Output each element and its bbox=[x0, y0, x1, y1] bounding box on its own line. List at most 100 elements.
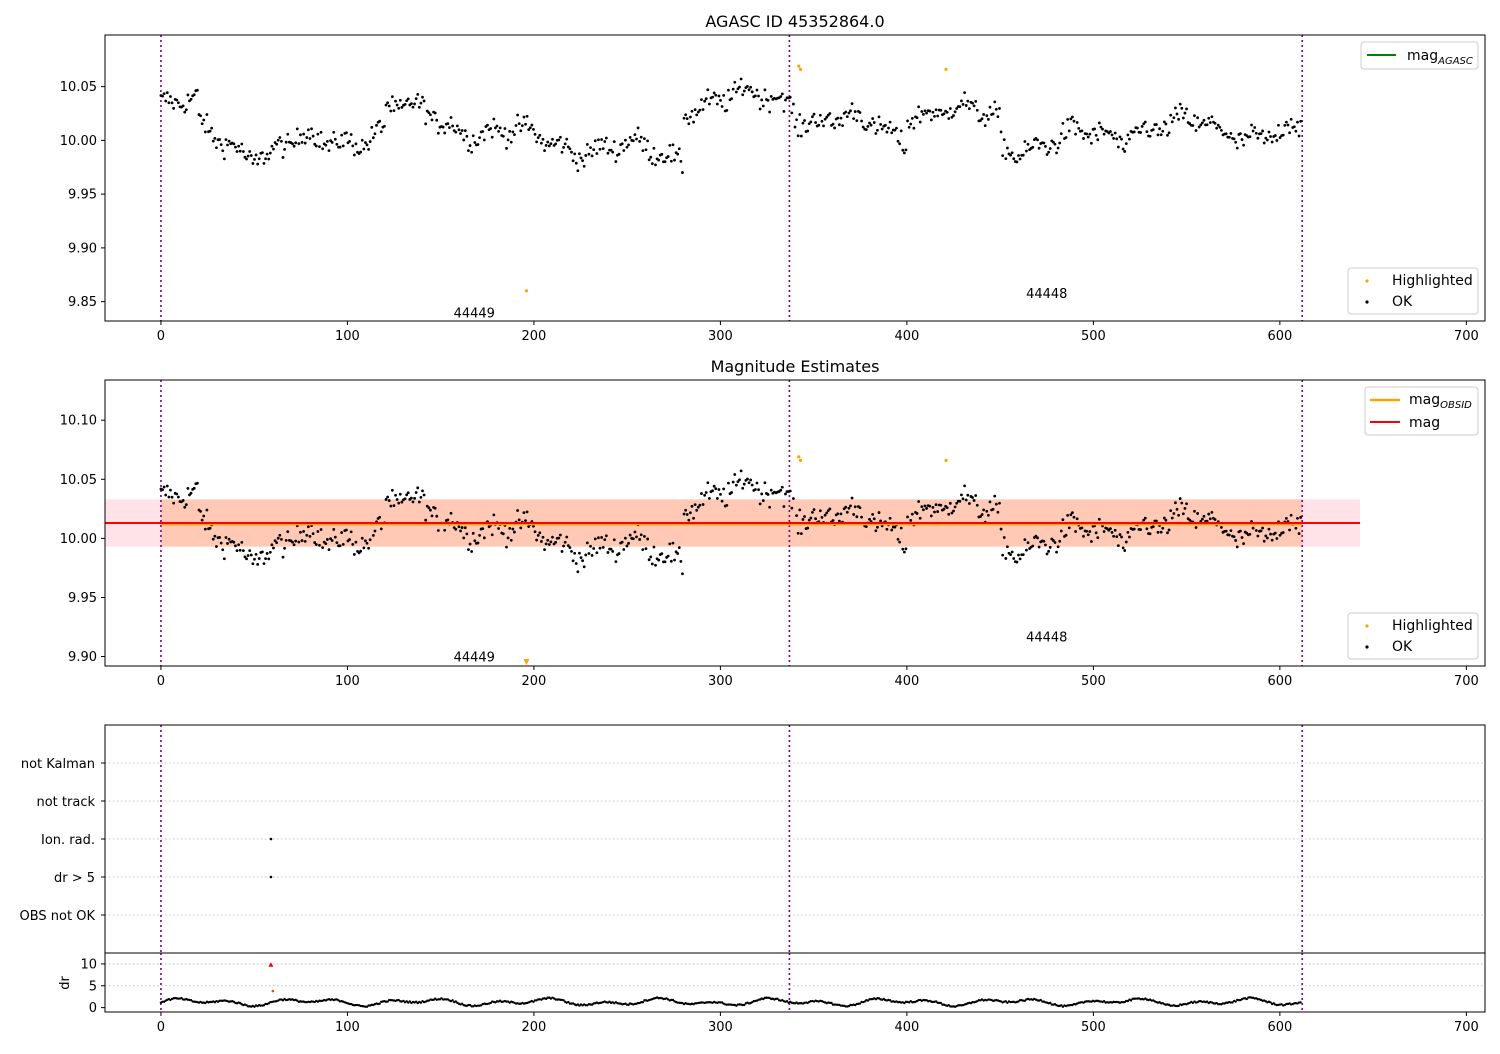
ok-point bbox=[1172, 116, 1176, 120]
dr-point bbox=[1004, 1000, 1008, 1003]
ok-point bbox=[574, 161, 578, 165]
ok-point bbox=[1254, 529, 1258, 532]
x-tick-label: 100 bbox=[335, 674, 360, 689]
ok-point bbox=[1001, 553, 1005, 557]
ok-point bbox=[253, 157, 256, 161]
ok-point bbox=[544, 144, 548, 147]
ok-point bbox=[963, 484, 967, 488]
ok-point bbox=[1088, 132, 1092, 136]
ok-point bbox=[1110, 530, 1114, 534]
ok-point bbox=[898, 540, 902, 544]
ok-point bbox=[581, 559, 584, 563]
ok-point bbox=[354, 540, 358, 544]
ok-point bbox=[314, 144, 318, 148]
ok-point bbox=[1167, 528, 1171, 532]
ok-point bbox=[308, 137, 312, 140]
ok-point bbox=[513, 530, 516, 534]
ok-point bbox=[306, 128, 310, 132]
ok-point bbox=[906, 119, 909, 123]
ok-point bbox=[566, 145, 570, 149]
ok-point bbox=[222, 557, 226, 561]
ok-point bbox=[1292, 125, 1296, 129]
ok-point bbox=[470, 150, 474, 154]
ok-point bbox=[809, 120, 813, 124]
ok-point bbox=[538, 133, 542, 137]
ok-point bbox=[853, 110, 857, 113]
ok-point bbox=[720, 105, 724, 108]
ok-point bbox=[915, 116, 919, 120]
legend-points: Highlighted OK bbox=[1347, 612, 1479, 660]
ok-point bbox=[820, 119, 824, 123]
ok-point bbox=[627, 541, 630, 545]
ok-point bbox=[162, 92, 166, 96]
ok-point bbox=[1093, 127, 1096, 131]
ok-point bbox=[196, 481, 199, 485]
ok-point bbox=[890, 131, 894, 135]
ok-point bbox=[505, 146, 508, 150]
ok-point bbox=[999, 130, 1003, 134]
ok-point bbox=[623, 138, 627, 142]
ok-point bbox=[907, 125, 911, 129]
ok-point bbox=[980, 117, 984, 121]
ok-point bbox=[807, 122, 811, 126]
ok-point bbox=[318, 145, 321, 149]
ok-point bbox=[1002, 536, 1006, 539]
ok-point bbox=[1069, 513, 1073, 517]
ok-point bbox=[584, 553, 588, 557]
ok-point bbox=[1088, 530, 1092, 533]
ok-point bbox=[902, 151, 906, 155]
ok-point bbox=[554, 142, 558, 146]
ok-point bbox=[798, 508, 802, 512]
ok-point bbox=[980, 513, 984, 516]
ok-point bbox=[1161, 129, 1165, 133]
ok-point bbox=[633, 530, 637, 534]
ok-point bbox=[1181, 512, 1185, 516]
ok-point bbox=[325, 538, 329, 541]
ok-point bbox=[527, 128, 531, 132]
ok-point bbox=[413, 496, 416, 500]
ok-point bbox=[1207, 512, 1211, 516]
ok-point bbox=[950, 115, 954, 119]
y-tick-label: 9.85 bbox=[68, 295, 97, 310]
ok-point bbox=[435, 514, 439, 518]
ok-point bbox=[324, 143, 328, 147]
ok-point bbox=[684, 508, 688, 512]
ok-point bbox=[565, 535, 569, 539]
ok-point bbox=[604, 534, 608, 538]
ok-point bbox=[825, 511, 829, 515]
dr-point bbox=[451, 999, 454, 1002]
ok-point bbox=[473, 141, 477, 144]
ok-point bbox=[700, 98, 703, 102]
ok-point bbox=[749, 85, 753, 89]
ok-point bbox=[183, 505, 187, 509]
ok-point bbox=[395, 498, 399, 501]
ok-point bbox=[362, 147, 366, 151]
ok-point bbox=[1164, 518, 1168, 522]
ok-point bbox=[345, 131, 348, 135]
ok-point bbox=[446, 518, 450, 522]
ok-point bbox=[998, 501, 1001, 505]
dr-point bbox=[1006, 1001, 1009, 1004]
ok-point bbox=[341, 542, 345, 546]
highlighted-points bbox=[524, 64, 948, 293]
ok-point bbox=[600, 138, 604, 141]
ok-point bbox=[237, 144, 241, 148]
dr-point bbox=[1060, 1004, 1063, 1007]
ok-point bbox=[1161, 526, 1165, 530]
ok-point bbox=[299, 530, 302, 534]
x-tick-label: 400 bbox=[894, 1020, 919, 1035]
x-tick-label: 300 bbox=[708, 329, 733, 344]
ok-point bbox=[806, 129, 810, 133]
ok-point bbox=[1174, 501, 1177, 505]
ok-point bbox=[779, 95, 783, 98]
ok-point bbox=[436, 529, 440, 532]
y-tick-label: 10.00 bbox=[60, 532, 97, 547]
ok-point bbox=[1128, 535, 1131, 539]
ok-point bbox=[628, 533, 632, 537]
ok-point bbox=[874, 529, 878, 533]
ok-point bbox=[923, 504, 927, 508]
ok-point bbox=[511, 527, 515, 531]
ok-point bbox=[749, 478, 753, 482]
ok-point bbox=[603, 538, 607, 542]
ok-point bbox=[459, 529, 462, 533]
